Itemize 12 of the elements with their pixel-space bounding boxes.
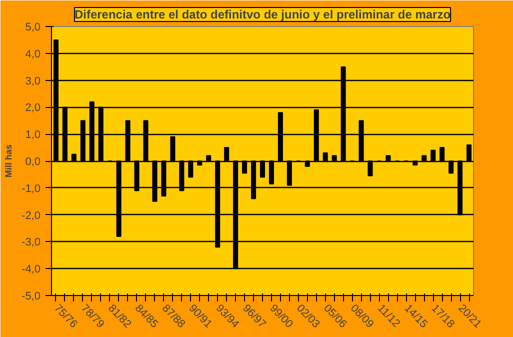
y-tick-label: 2,0 (25, 102, 41, 114)
y-tick-label: 0,0 (25, 156, 41, 168)
y-tick-label: -3,0 (22, 236, 41, 249)
y-tick-label: 1,0 (25, 129, 41, 142)
y-tick-label: 4,0 (25, 48, 41, 60)
y-tick-label: -1,0 (22, 182, 41, 195)
y-tick-label: -4,0 (22, 264, 41, 276)
y-tick-label: -2,0 (22, 210, 41, 222)
y-tick-label: 5,0 (25, 22, 41, 34)
y-tick-label: -5,0 (22, 290, 41, 302)
y-tick-label: 3,0 (25, 75, 41, 88)
y-axis-title: Mill has (4, 144, 14, 178)
